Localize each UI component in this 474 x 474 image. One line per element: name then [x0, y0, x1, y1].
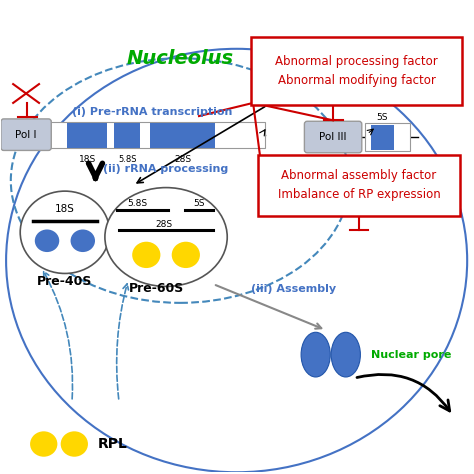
Text: 28S: 28S: [155, 219, 172, 228]
Text: (iii) Assembly: (iii) Assembly: [251, 284, 336, 294]
Ellipse shape: [71, 229, 95, 252]
FancyBboxPatch shape: [251, 37, 463, 105]
Ellipse shape: [20, 191, 109, 273]
Ellipse shape: [301, 332, 330, 377]
Text: Pre-40S: Pre-40S: [37, 275, 92, 288]
Text: 5.8S: 5.8S: [128, 199, 148, 208]
Text: Nuclear pore: Nuclear pore: [371, 350, 451, 360]
Text: 5S: 5S: [377, 113, 388, 122]
Text: (i) Pre-rRNA transcription: (i) Pre-rRNA transcription: [72, 107, 232, 118]
Text: 5.8S: 5.8S: [118, 155, 137, 164]
FancyBboxPatch shape: [1, 119, 51, 150]
Ellipse shape: [35, 229, 59, 252]
Ellipse shape: [132, 242, 160, 268]
FancyBboxPatch shape: [304, 121, 362, 153]
Text: 18S: 18S: [79, 155, 96, 164]
Ellipse shape: [172, 242, 200, 268]
FancyBboxPatch shape: [258, 155, 460, 216]
Text: Abnormal assembly factor
Imbalance of RP expression: Abnormal assembly factor Imbalance of RP…: [278, 169, 440, 201]
Text: Pol III: Pol III: [319, 132, 347, 142]
FancyBboxPatch shape: [48, 122, 265, 147]
Text: Abnormal processing factor
Abnormal modifying factor: Abnormal processing factor Abnormal modi…: [275, 55, 438, 87]
Ellipse shape: [105, 188, 227, 286]
FancyBboxPatch shape: [150, 123, 216, 147]
FancyBboxPatch shape: [365, 123, 410, 151]
Ellipse shape: [61, 431, 88, 457]
FancyBboxPatch shape: [114, 123, 140, 147]
Text: Pol I: Pol I: [15, 130, 37, 140]
FancyBboxPatch shape: [67, 123, 107, 147]
Text: 28S: 28S: [174, 155, 191, 164]
Text: 18S: 18S: [55, 204, 75, 214]
Text: (ii) rRNA processing: (ii) rRNA processing: [103, 164, 228, 174]
Text: Pre-60S: Pre-60S: [129, 282, 184, 295]
Text: Nucleolus: Nucleolus: [127, 49, 234, 68]
Text: RPL: RPL: [98, 437, 128, 451]
Text: 5S: 5S: [193, 199, 205, 208]
FancyBboxPatch shape: [371, 126, 394, 150]
Ellipse shape: [331, 332, 360, 377]
Ellipse shape: [30, 431, 57, 457]
